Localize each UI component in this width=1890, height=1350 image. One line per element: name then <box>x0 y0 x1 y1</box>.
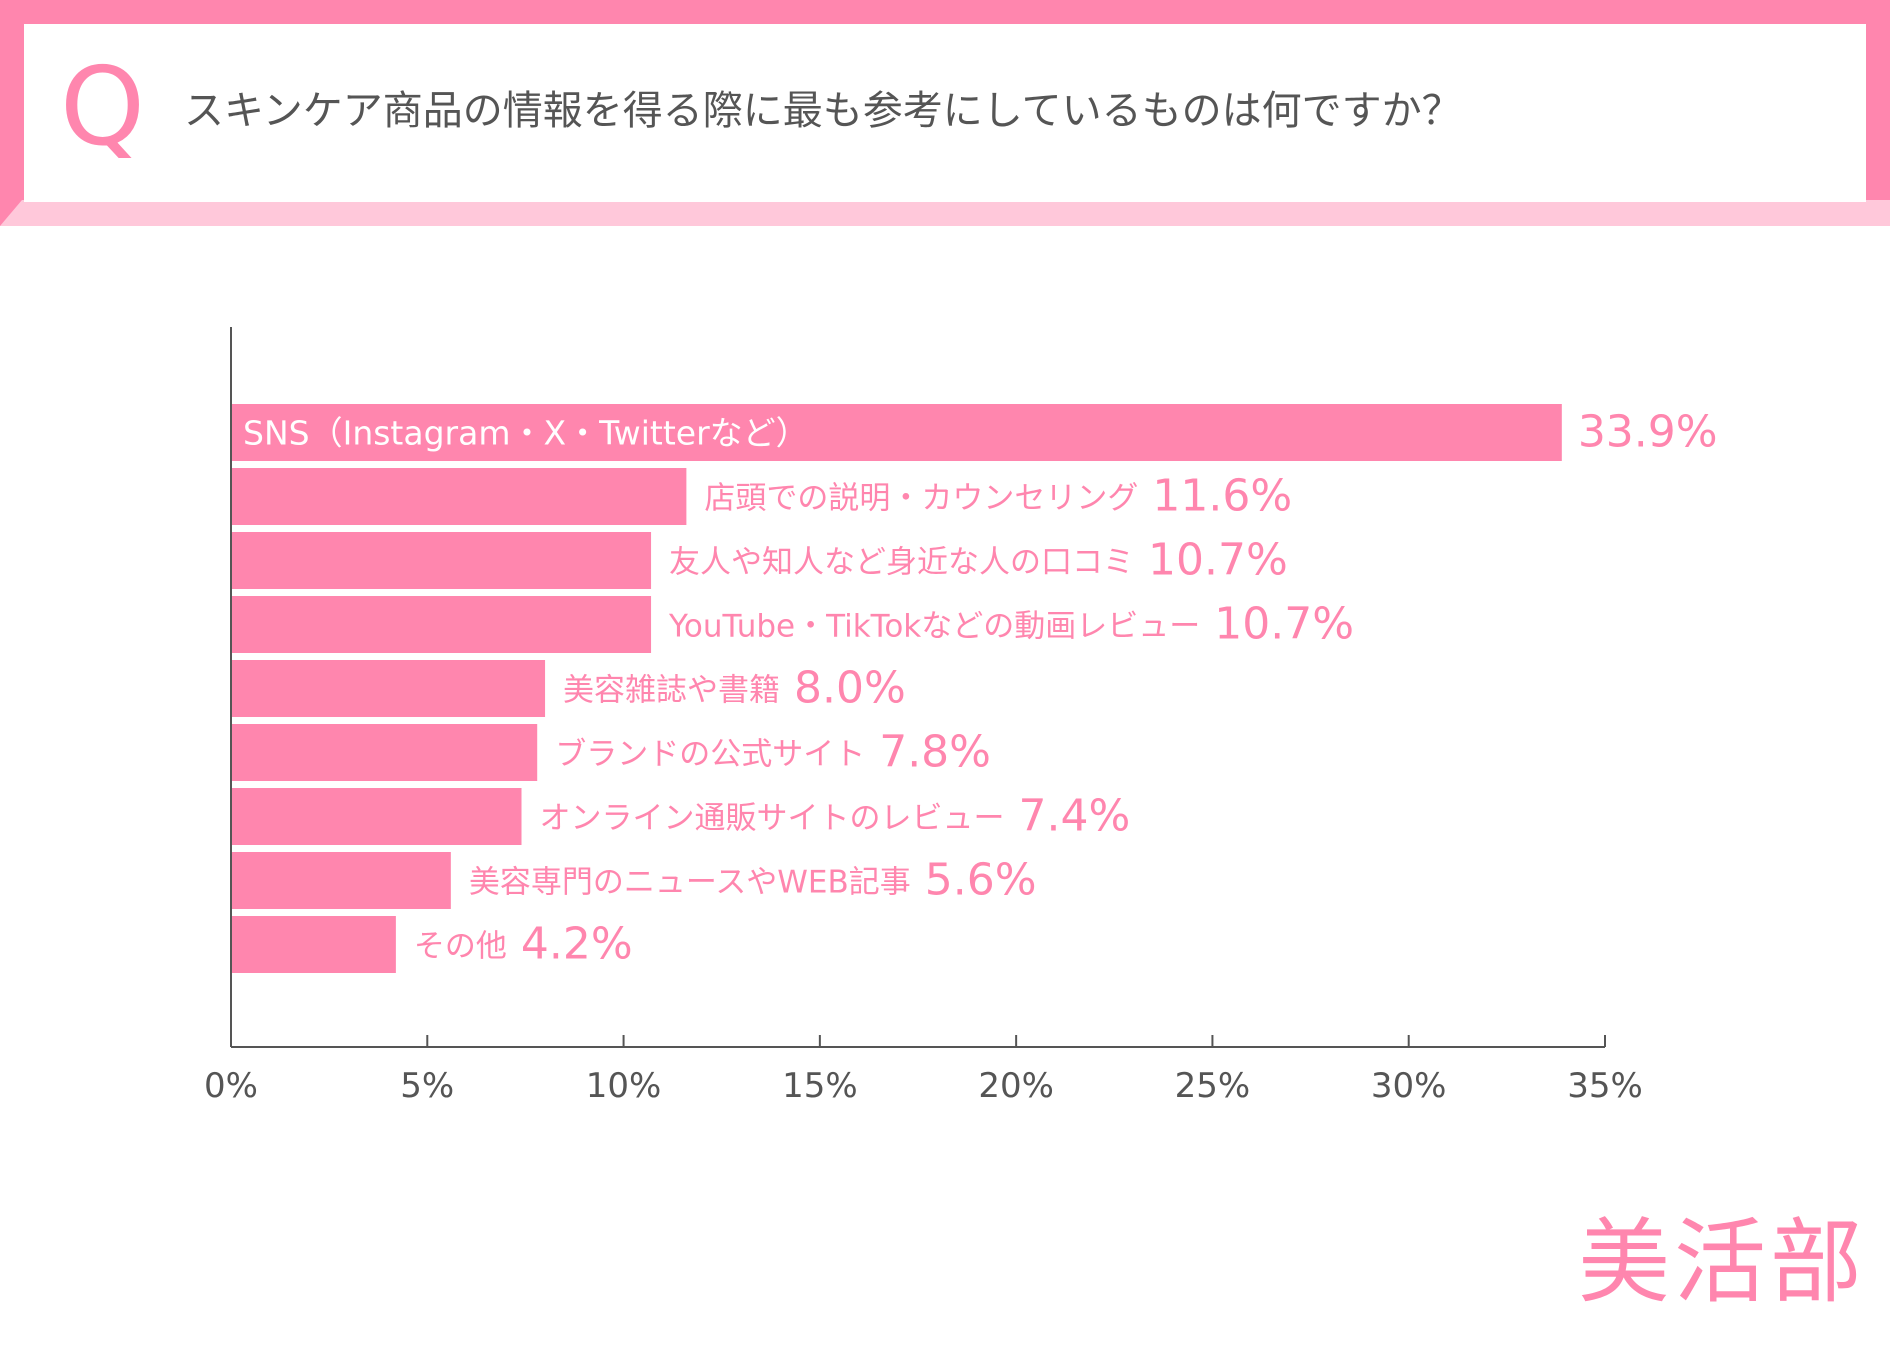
x-tick-label: 35% <box>1567 1066 1643 1106</box>
x-tick-label: 10% <box>586 1066 662 1106</box>
bar-category-label: ブランドの公式サイト <box>555 737 865 773</box>
x-tick-label: 0% <box>204 1066 258 1106</box>
x-tick-label: 15% <box>782 1066 858 1106</box>
bar-value-label: 33.9% <box>1578 407 1718 458</box>
question-text: スキンケア商品の情報を得る際に最も参考にしているものは何ですか？ <box>184 88 1462 134</box>
bar <box>231 468 687 525</box>
question-mark: Q <box>60 45 146 170</box>
x-tick-label: 30% <box>1371 1066 1447 1106</box>
bar-category-label: オンライン通販サイトのレビュー <box>540 801 1005 837</box>
bar <box>231 596 652 653</box>
question-banner-left-edge <box>0 22 22 226</box>
question-box <box>24 24 1866 202</box>
bar-category-label: 友人や知人など身近な人の口コミ <box>669 545 1134 581</box>
bar-category-label: 美容専門のニュースやWEB記事 <box>469 865 911 901</box>
bar <box>231 788 522 845</box>
bar <box>231 532 652 589</box>
x-tick-label: 25% <box>1175 1066 1251 1106</box>
bar <box>231 852 451 909</box>
question-banner-shadow <box>0 200 1890 226</box>
bar-value-label: 8.0% <box>794 663 906 714</box>
bar <box>231 724 538 781</box>
x-tick-label: 20% <box>978 1066 1054 1106</box>
bar-value-label: 11.6% <box>1152 471 1292 522</box>
bar-value-label: 10.7% <box>1214 599 1354 650</box>
bar-value-label: 7.4% <box>1019 791 1131 842</box>
bar-category-label: その他 <box>414 929 507 965</box>
bar-category-label: SNS（Instagram・X・Twitterなど） <box>243 414 809 453</box>
bar-value-label: 10.7% <box>1148 535 1288 586</box>
bar-value-label: 4.2% <box>521 919 633 970</box>
bar <box>231 404 1562 461</box>
bar <box>231 660 546 717</box>
bar-category-label: YouTube・TikTokなどの動画レビュー <box>668 609 1200 645</box>
x-tick-label: 5% <box>400 1066 454 1106</box>
bar <box>231 916 396 973</box>
bar-value-label: 5.6% <box>925 855 1037 906</box>
bar-category-label: 美容雑誌や書籍 <box>563 673 780 709</box>
brand-logo: 美活部 <box>1578 1209 1867 1316</box>
bar-value-label: 7.8% <box>879 727 991 778</box>
bar-category-label: 店頭での説明・カウンセリング <box>704 481 1138 517</box>
